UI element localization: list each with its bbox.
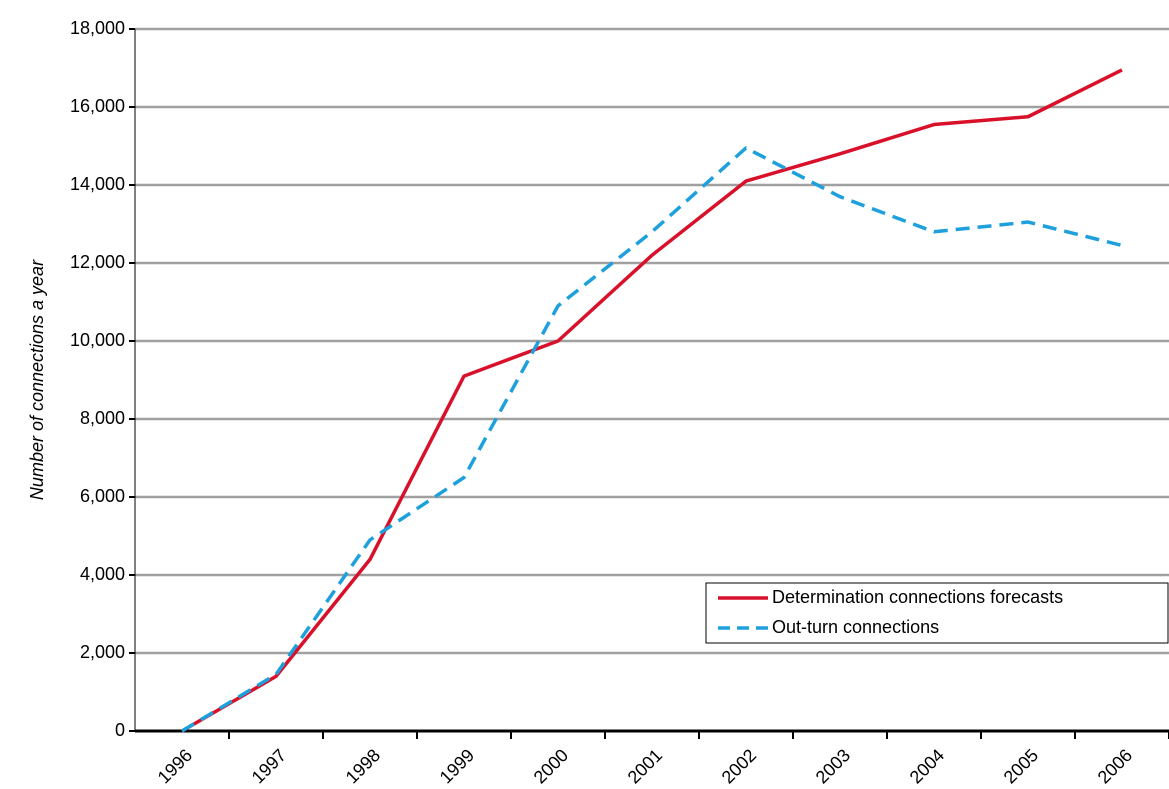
y-axis-label: Number of connections a year [27, 259, 47, 500]
y-tick-label: 10,000 [70, 330, 125, 350]
y-tick-label: 2,000 [80, 642, 125, 662]
series-line [181, 68, 1123, 733]
y-tick-label: 12,000 [70, 252, 125, 272]
y-tick-label: 0 [115, 720, 125, 740]
legend-label: Determination connections forecasts [772, 587, 1063, 607]
x-tick-label: 1999 [436, 745, 478, 787]
y-tick-label: 6,000 [80, 486, 125, 506]
x-tick-label: 2005 [1000, 745, 1042, 787]
y-tick-label: 14,000 [70, 174, 125, 194]
x-tick-label: 1997 [248, 745, 290, 787]
x-tick-label: 2001 [624, 745, 666, 787]
x-tick-label: 2003 [812, 745, 854, 787]
y-tick-label: 16,000 [70, 96, 125, 116]
x-tick-label: 2002 [718, 745, 760, 787]
x-tick-label: 2004 [906, 745, 948, 787]
x-tick-label: 2006 [1094, 745, 1136, 787]
legend-label: Out-turn connections [772, 617, 939, 637]
y-tick-label: 18,000 [70, 18, 125, 38]
x-tick-label: 1998 [342, 745, 384, 787]
y-tick-label: 4,000 [80, 564, 125, 584]
y-tick-label: 8,000 [80, 408, 125, 428]
series-line [181, 146, 1123, 733]
x-tick-label: 1996 [154, 745, 196, 787]
legend-box [705, 582, 1169, 644]
x-tick-label: 2000 [530, 745, 572, 787]
